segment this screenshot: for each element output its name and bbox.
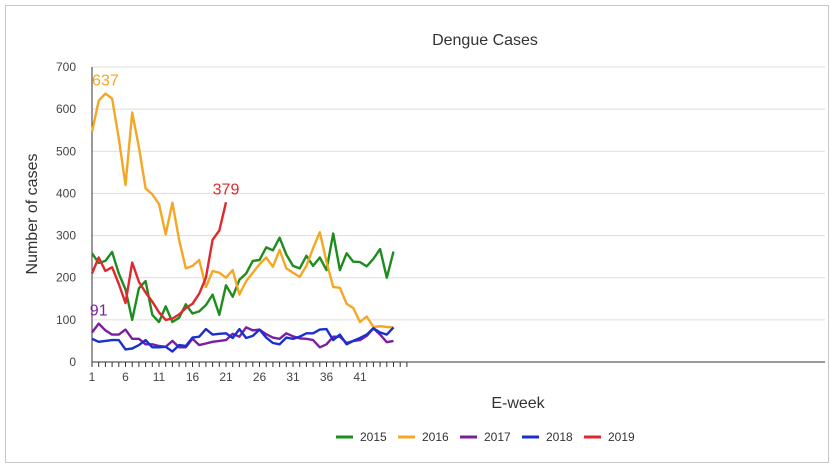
legend-label-2017: 2017 <box>484 430 511 444</box>
y-axis-title: Number of cases <box>24 154 41 275</box>
series-line-2016 <box>90 92 394 329</box>
series-line-2019 <box>90 202 228 322</box>
y-tick-label: 600 <box>56 102 76 116</box>
data-label-2017: 91 <box>90 303 108 320</box>
x-tick-label: 1 <box>89 370 96 384</box>
x-tick-label: 21 <box>219 370 233 384</box>
y-tick-label: 500 <box>56 144 76 158</box>
x-tick-label: 31 <box>286 370 300 384</box>
legend-label-2018: 2018 <box>546 430 573 444</box>
legend-label-2015: 2015 <box>360 430 387 444</box>
y-tick-label: 300 <box>56 229 76 243</box>
y-tick-label: 400 <box>56 186 76 200</box>
x-tick-label: 16 <box>186 370 200 384</box>
chart-title: Dengue Cases <box>432 32 538 49</box>
series-line-2015 <box>91 232 395 324</box>
y-tick-label: 700 <box>56 60 76 74</box>
y-tick-label: 100 <box>56 313 76 327</box>
data-label-2019: 379 <box>213 181 240 198</box>
x-tick-label: 6 <box>122 370 129 384</box>
legend-label-2016: 2016 <box>422 430 449 444</box>
x-tick-label: 26 <box>253 370 267 384</box>
chart-frame <box>5 5 829 463</box>
x-tick-label: 41 <box>353 370 367 384</box>
x-axis-title: E-week <box>491 395 545 412</box>
x-tick-label: 11 <box>153 370 166 384</box>
y-tick-label: 200 <box>56 271 76 285</box>
y-tick-label: 0 <box>69 355 76 369</box>
data-label-2016: 637 <box>92 73 119 90</box>
legend-label-2019: 2019 <box>608 430 635 444</box>
series-line-2018 <box>91 326 395 353</box>
x-tick-label: 36 <box>320 370 334 384</box>
